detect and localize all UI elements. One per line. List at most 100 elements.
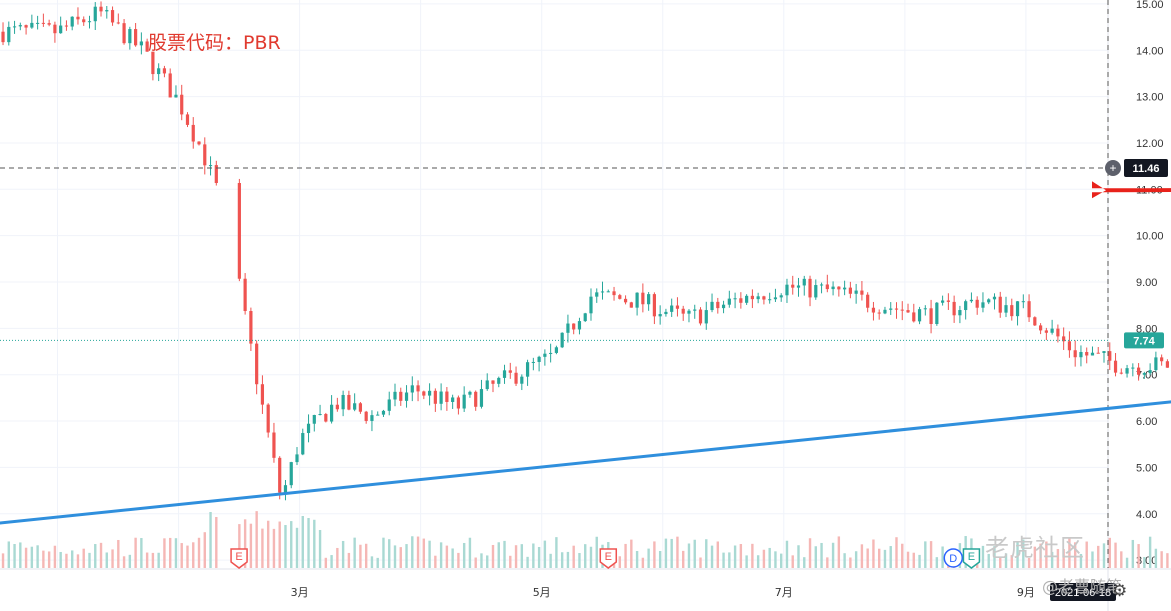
- candle-body: [900, 309, 904, 311]
- candle-body: [623, 298, 628, 303]
- earnings-marker-shape: [599, 548, 618, 569]
- candle-body: [670, 305, 674, 312]
- candle-body: [260, 384, 265, 405]
- candle-body: [353, 403, 357, 410]
- candle-body: [208, 165, 213, 167]
- candle-body: [422, 391, 426, 396]
- x-tick-label: 5月: [533, 586, 551, 599]
- candle-body: [404, 392, 409, 401]
- volume-bar: [699, 557, 702, 568]
- candle-body: [358, 403, 363, 412]
- dividend-marker[interactable]: D: [943, 548, 964, 568]
- volume-bar: [1062, 549, 1065, 568]
- gear-icon[interactable]: ⚙: [1112, 581, 1128, 600]
- candle-body: [750, 295, 754, 300]
- candle-body: [773, 297, 778, 300]
- volume-bar: [895, 537, 898, 568]
- dividend-marker-shape: [943, 548, 964, 568]
- crosshair-price-tag: [1124, 158, 1168, 177]
- candle-body: [474, 391, 478, 407]
- volume-bar: [7, 541, 10, 568]
- volume-bar: [330, 555, 333, 568]
- volume-bar: [820, 542, 823, 568]
- volume-bar: [1148, 536, 1152, 568]
- volume-bar: [88, 552, 91, 568]
- candle-body: [497, 377, 501, 384]
- candle-body: [572, 323, 576, 330]
- candle-body: [278, 457, 282, 493]
- volume-bar: [203, 532, 206, 568]
- candle-body: [283, 485, 288, 493]
- volume-bar: [722, 552, 725, 568]
- volume-bar: [145, 552, 149, 568]
- volume-bar: [324, 557, 328, 568]
- candle-body: [762, 296, 766, 300]
- candle-body: [462, 394, 466, 409]
- earnings-marker[interactable]: E: [599, 548, 618, 569]
- volume-bar: [785, 540, 789, 568]
- volume-bar: [560, 552, 564, 568]
- earnings-marker[interactable]: E: [230, 548, 248, 569]
- candle-body: [64, 25, 69, 27]
- candle-body: [802, 278, 806, 286]
- volume-bar: [1131, 539, 1135, 568]
- candle-body: [468, 391, 472, 395]
- volume-bar: [19, 542, 22, 568]
- volume-bar: [416, 536, 420, 568]
- volume-bar: [30, 546, 34, 568]
- candle-body: [998, 296, 1002, 313]
- volume-bar: [462, 542, 466, 568]
- candle-body: [791, 284, 795, 288]
- candle-body: [134, 29, 138, 46]
- volume-bar: [670, 538, 673, 568]
- plus-icon-glyph: +: [1109, 161, 1116, 175]
- candle-body: [1067, 341, 1072, 351]
- volume-bar: [105, 552, 108, 568]
- candle-body: [1038, 325, 1043, 331]
- earnings-marker[interactable]: E: [962, 548, 981, 569]
- candle-body: [1160, 357, 1164, 362]
- volume-bar: [883, 549, 887, 568]
- volume-bar: [728, 552, 731, 568]
- x-tick-label: 7月: [775, 586, 793, 599]
- volume-bar: [388, 539, 391, 568]
- candle-body: [589, 296, 593, 314]
- candle-body: [502, 370, 507, 378]
- candle-body: [889, 308, 893, 310]
- volume-bar: [814, 546, 817, 568]
- volume-bar: [422, 538, 426, 568]
- candle-body: [399, 391, 403, 401]
- candle-body: [168, 73, 172, 98]
- candle-body: [255, 343, 259, 385]
- candle-body: [987, 299, 991, 303]
- candle-body: [53, 24, 57, 34]
- trendline: [0, 400, 1171, 525]
- candle-body: [831, 286, 835, 290]
- candle-body: [1027, 301, 1031, 318]
- candle-body: [1, 31, 5, 43]
- candle-body: [866, 294, 870, 308]
- candle-body: [237, 183, 241, 279]
- candle-body: [18, 25, 22, 27]
- candle-body: [376, 414, 380, 416]
- volume-bar: [243, 519, 247, 568]
- candle-body: [76, 16, 80, 20]
- volume-bar: [837, 536, 841, 568]
- volume-bar: [301, 515, 304, 568]
- candle-body: [843, 287, 847, 290]
- candles: [1, 1, 1170, 501]
- candle-body: [416, 385, 420, 392]
- volume-bar: [1, 553, 5, 568]
- volume-bar: [509, 555, 512, 568]
- candle-body: [721, 304, 726, 309]
- candle-body: [981, 302, 985, 308]
- watermark-brand: 老虎社区: [985, 534, 1085, 562]
- volume-bar: [497, 542, 500, 568]
- volume-bar: [751, 543, 754, 568]
- volume-bar: [935, 557, 939, 568]
- volume-bar: [1091, 551, 1094, 568]
- candle-body: [739, 298, 743, 303]
- volume-bar: [76, 554, 80, 568]
- volume-bar: [186, 545, 189, 568]
